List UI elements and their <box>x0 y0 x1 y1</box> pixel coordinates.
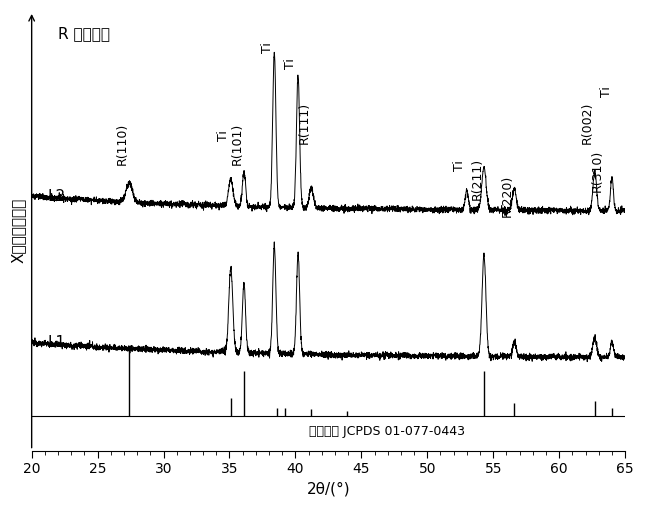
Text: L1: L1 <box>48 335 66 350</box>
Text: Ti: Ti <box>600 87 613 98</box>
Text: 金红石型 JCPDS 01-077-0443: 金红石型 JCPDS 01-077-0443 <box>308 426 464 438</box>
Text: R(211): R(211) <box>470 157 483 200</box>
Text: Ti: Ti <box>217 131 230 141</box>
Text: R 金红石型: R 金红石型 <box>58 26 110 42</box>
Text: Ti: Ti <box>261 42 273 53</box>
Text: Ti: Ti <box>284 58 297 69</box>
Text: R(101): R(101) <box>230 123 243 165</box>
Text: Ti: Ti <box>453 160 466 171</box>
Text: R(220): R(220) <box>501 175 513 217</box>
Text: R(111): R(111) <box>298 102 312 144</box>
Text: L2: L2 <box>48 188 66 204</box>
Text: R(002): R(002) <box>581 102 594 144</box>
X-axis label: 2θ/(°): 2θ/(°) <box>306 482 350 497</box>
Text: R(110): R(110) <box>116 123 129 165</box>
Y-axis label: X射线衍射强度: X射线衍射强度 <box>11 198 26 264</box>
Text: R(310): R(310) <box>590 150 603 192</box>
